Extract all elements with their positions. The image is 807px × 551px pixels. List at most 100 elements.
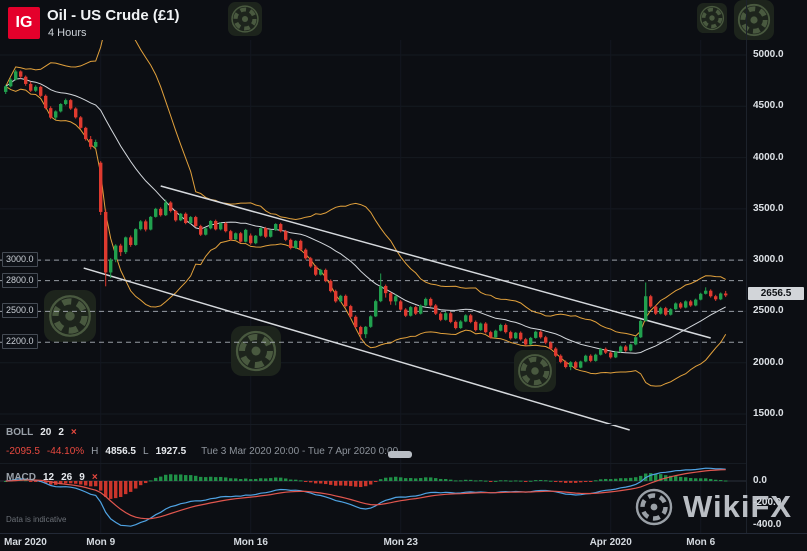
macd-histogram-bar: [654, 473, 658, 481]
macd-histogram-bar: [59, 481, 63, 485]
macd-histogram-bar: [239, 478, 243, 481]
candle: [244, 229, 248, 242]
price-axis-label: 3000.0: [753, 254, 784, 266]
candle: [464, 315, 468, 322]
wikifx-watermark-icon: [697, 3, 727, 33]
candle: [389, 293, 393, 302]
candle: [169, 202, 173, 211]
candle: [469, 315, 473, 322]
candle: [119, 245, 123, 253]
macd-histogram-bar: [484, 480, 488, 482]
candle: [419, 305, 423, 314]
candle: [449, 313, 453, 322]
trendline[interactable]: [160, 185, 711, 339]
price-level-tag: 3000.0: [2, 252, 38, 268]
instrument-title: Oil - US Crude (£1): [47, 7, 180, 24]
macd-histogram-bar: [409, 478, 413, 481]
macd-histogram-bar: [724, 480, 728, 482]
macd-histogram-bar: [489, 481, 493, 482]
candle: [629, 344, 633, 351]
candle: [424, 298, 428, 306]
macd-histogram-bar: [429, 477, 433, 481]
trendline[interactable]: [83, 267, 630, 431]
ig-logo-text: IG: [15, 14, 33, 31]
macd-histogram-bar: [504, 480, 508, 482]
candle: [224, 223, 228, 232]
wikifx-watermark: WikiFX: [633, 486, 792, 528]
macd-histogram-bar: [699, 478, 703, 481]
candle: [409, 307, 413, 316]
candle: [79, 117, 83, 128]
macd-histogram-bar: [404, 478, 408, 481]
macd-histogram-bar: [269, 478, 273, 481]
macd-histogram-bar: [619, 478, 623, 481]
candle: [319, 269, 323, 275]
macd-histogram-bar: [604, 478, 608, 481]
macd-histogram-bar: [589, 481, 593, 482]
candle: [624, 346, 628, 351]
candle: [439, 313, 443, 320]
macd-histogram-bar: [209, 476, 213, 481]
candle: [299, 240, 303, 250]
candle: [269, 230, 273, 237]
macd-histogram-bar: [719, 480, 723, 482]
candle: [689, 301, 693, 306]
candle: [599, 348, 603, 355]
candle: [649, 296, 653, 307]
macd-histogram-bar: [669, 475, 673, 481]
candle: [614, 351, 618, 358]
price-level-tag: 2200.0: [2, 334, 38, 350]
candle: [434, 305, 438, 314]
macd-axis-label: -400.0: [753, 519, 782, 530]
wikifx-watermark-icon: [734, 0, 774, 40]
candle: [529, 337, 533, 345]
price-level-tag: 2500.0: [2, 303, 38, 319]
macd-histogram-bar: [184, 475, 188, 481]
macd-histogram-bar: [104, 481, 108, 497]
candle: [514, 332, 518, 339]
macd-histogram-bar: [119, 481, 123, 497]
candle: [349, 306, 353, 317]
macd-histogram-bar: [224, 477, 228, 481]
candle: [559, 355, 563, 362]
macd-histogram-bar: [149, 480, 153, 482]
candle: [554, 348, 558, 356]
candle: [574, 362, 578, 368]
macd-histogram-bar: [464, 479, 468, 481]
candle: [699, 293, 703, 300]
time-axis-label: Mon 6: [686, 537, 716, 548]
data-indicative-note: Data is indicative: [6, 515, 67, 524]
macd-histogram-bar: [254, 478, 258, 481]
candle: [384, 285, 388, 294]
macd-close-button[interactable]: ×: [91, 472, 98, 483]
candle: [24, 76, 28, 84]
candle: [644, 296, 648, 321]
macd-histogram-bar: [159, 476, 163, 481]
boll-stats-row: -2095.5 -44.10% H 4856.5 L 1927.5 Tue 3 …: [6, 446, 398, 457]
boll-close-button[interactable]: ×: [70, 427, 77, 438]
macd-histogram-bar: [279, 477, 283, 481]
candle: [344, 295, 348, 307]
macd-histogram-bar: [439, 478, 443, 481]
candle: [534, 331, 538, 338]
macd-histogram-bar: [674, 476, 678, 481]
time-axis-label: Mar 2020: [4, 537, 47, 548]
macd-histogram-bar: [389, 477, 393, 481]
macd-histogram-bar: [659, 474, 663, 481]
scrollbar-thumb[interactable]: [388, 451, 412, 458]
candle: [579, 361, 583, 368]
macd-histogram-bar: [514, 480, 518, 482]
candle: [359, 327, 363, 335]
macd-histogram-bar: [399, 477, 403, 481]
candle: [304, 249, 308, 259]
main-chart-pane[interactable]: [0, 19, 746, 431]
candle: [444, 313, 448, 320]
candle: [379, 285, 383, 302]
macd-histogram-bar: [299, 480, 303, 482]
candle: [549, 342, 553, 349]
macd-pane: [0, 467, 746, 527]
macd-histogram-bar: [599, 479, 603, 481]
macd-histogram-bar: [349, 481, 353, 487]
wikifx-watermark-icon: [231, 326, 281, 376]
